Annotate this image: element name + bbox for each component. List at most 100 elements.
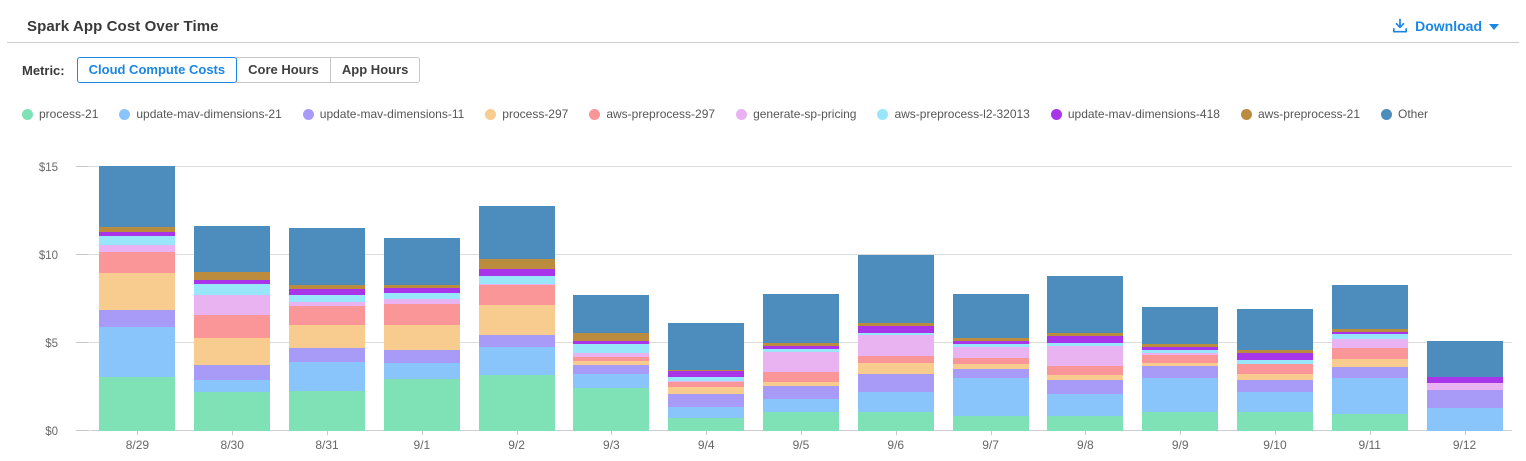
bar-segment-aws-preprocess-l2-32013[interactable]	[1331, 333, 1408, 339]
stacked-bar-8/30[interactable]	[194, 226, 271, 431]
bar-segment-aws-preprocess-21[interactable]	[952, 337, 1029, 342]
bar-segment-process-297[interactable]	[478, 305, 555, 336]
legend-item[interactable]: update-mav-dimensions-418	[1050, 107, 1220, 121]
bar-segment-Other[interactable]	[1047, 276, 1124, 334]
bar-segment-aws-preprocess-l2-32013[interactable]	[762, 349, 839, 352]
bar-segment-update-mav-dimensions-418[interactable]	[857, 326, 934, 333]
bar-segment-generate-sp-pricing[interactable]	[478, 284, 555, 285]
bar-segment-process-21[interactable]	[194, 392, 271, 431]
bar-segment-Other[interactable]	[383, 238, 460, 285]
bar-segment-generate-sp-pricing[interactable]	[857, 335, 934, 356]
bar-segment-update-mav-dimensions-21[interactable]	[762, 399, 839, 412]
stacked-bar-9/3[interactable]	[573, 295, 650, 431]
bar-segment-process-297[interactable]	[952, 364, 1029, 370]
bar-segment-process-21[interactable]	[1236, 411, 1313, 431]
legend-item[interactable]: aws-preprocess-21	[1240, 107, 1360, 121]
bar-segment-Other[interactable]	[288, 228, 365, 285]
bar-segment-Other[interactable]	[1236, 308, 1313, 350]
bar-segment-update-mav-dimensions-418[interactable]	[194, 280, 271, 285]
bar-segment-aws-preprocess-l2-32013[interactable]	[1142, 350, 1219, 354]
bar-segment-generate-sp-pricing[interactable]	[194, 294, 271, 316]
bar-segment-update-mav-dimensions-21[interactable]	[1331, 377, 1408, 415]
bar-segment-update-mav-dimensions-418[interactable]	[478, 269, 555, 276]
bar-segment-aws-preprocess-297[interactable]	[1142, 355, 1219, 364]
bar-segment-aws-preprocess-21[interactable]	[1142, 343, 1219, 348]
stacked-bar-9/10[interactable]	[1236, 308, 1313, 431]
bar-segment-update-mav-dimensions-418[interactable]	[1236, 352, 1313, 360]
bar-segment-process-21[interactable]	[99, 376, 176, 431]
bar-segment-aws-preprocess-l2-32013[interactable]	[573, 344, 650, 354]
bar-segment-generate-sp-pricing[interactable]	[668, 380, 745, 382]
legend-item[interactable]: process-21	[22, 107, 98, 121]
bar-segment-generate-sp-pricing[interactable]	[288, 302, 365, 307]
legend-item[interactable]: update-mav-dimensions-11	[302, 107, 464, 121]
bar-segment-aws-preprocess-297[interactable]	[952, 357, 1029, 365]
stacked-bar-9/7[interactable]	[952, 294, 1029, 431]
bar-segment-aws-preprocess-l2-32013[interactable]	[952, 344, 1029, 347]
bar-segment-aws-preprocess-l2-32013[interactable]	[857, 332, 934, 336]
metric-option-0[interactable]: Cloud Compute Costs	[76, 57, 238, 83]
bar-segment-update-mav-dimensions-21[interactable]	[952, 378, 1029, 416]
bar-segment-process-21[interactable]	[383, 379, 460, 431]
stacked-bar-8/31[interactable]	[288, 228, 365, 431]
bar-segment-update-mav-dimensions-11[interactable]	[1047, 380, 1124, 395]
bar-segment-generate-sp-pricing[interactable]	[762, 351, 839, 372]
bar-segment-aws-preprocess-21[interactable]	[1047, 333, 1124, 337]
bar-segment-aws-preprocess-297[interactable]	[194, 315, 271, 338]
bar-segment-generate-sp-pricing[interactable]	[952, 346, 1029, 358]
bar-segment-process-21[interactable]	[762, 411, 839, 431]
bar-segment-aws-preprocess-297[interactable]	[478, 284, 555, 306]
bar-segment-process-297[interactable]	[857, 363, 934, 375]
bar-segment-aws-preprocess-l2-32013[interactable]	[1236, 359, 1313, 365]
bar-segment-update-mav-dimensions-11[interactable]	[762, 385, 839, 399]
bar-segment-process-297[interactable]	[1142, 363, 1219, 366]
bar-segment-update-mav-dimensions-418[interactable]	[762, 346, 839, 350]
bar-segment-update-mav-dimensions-418[interactable]	[383, 287, 460, 294]
bar-segment-update-mav-dimensions-418[interactable]	[99, 231, 176, 236]
legend-item[interactable]: generate-sp-pricing	[736, 107, 856, 121]
bar-segment-process-297[interactable]	[288, 325, 365, 349]
bar-segment-Other[interactable]	[1142, 307, 1219, 344]
bar-segment-aws-preprocess-297[interactable]	[1331, 347, 1408, 360]
bar-segment-update-mav-dimensions-11[interactable]	[478, 335, 555, 347]
stacked-bar-9/5[interactable]	[762, 294, 839, 431]
bar-segment-update-mav-dimensions-11[interactable]	[857, 374, 934, 393]
bar-segment-update-mav-dimensions-21[interactable]	[1047, 394, 1124, 416]
bar-segment-generate-sp-pricing[interactable]	[1142, 353, 1219, 356]
bar-segment-aws-preprocess-l2-32013[interactable]	[99, 235, 176, 245]
bar-segment-update-mav-dimensions-418[interactable]	[1047, 336, 1124, 344]
bar-segment-update-mav-dimensions-21[interactable]	[288, 362, 365, 392]
bar-segment-aws-preprocess-297[interactable]	[573, 357, 650, 361]
bar-segment-update-mav-dimensions-11[interactable]	[288, 348, 365, 363]
bar-segment-update-mav-dimensions-21[interactable]	[383, 363, 460, 380]
bar-segment-aws-preprocess-l2-32013[interactable]	[1047, 343, 1124, 347]
stacked-bar-9/12[interactable]	[1426, 341, 1503, 431]
bar-segment-update-mav-dimensions-11[interactable]	[668, 394, 745, 407]
bar-segment-update-mav-dimensions-418[interactable]	[1426, 377, 1503, 383]
bar-segment-process-297[interactable]	[1236, 374, 1313, 380]
bar-segment-generate-sp-pricing[interactable]	[99, 244, 176, 253]
bar-segment-Other[interactable]	[857, 255, 934, 323]
bar-segment-process-21[interactable]	[1142, 411, 1219, 431]
bar-segment-process-297[interactable]	[383, 325, 460, 351]
bar-segment-process-297[interactable]	[668, 386, 745, 395]
bar-segment-process-21[interactable]	[1047, 415, 1124, 431]
bar-segment-Other[interactable]	[1426, 341, 1503, 378]
metric-option-2[interactable]: App Hours	[329, 57, 421, 83]
bar-segment-update-mav-dimensions-418[interactable]	[1142, 347, 1219, 351]
legend-item[interactable]: update-mav-dimensions-21	[119, 107, 282, 121]
bar-segment-aws-preprocess-21[interactable]	[668, 369, 745, 372]
legend-item[interactable]: aws-preprocess-297	[589, 107, 715, 121]
bar-segment-update-mav-dimensions-21[interactable]	[1142, 378, 1219, 412]
bar-segment-process-297[interactable]	[1047, 375, 1124, 381]
bar-segment-aws-preprocess-21[interactable]	[1236, 349, 1313, 353]
bar-segment-update-mav-dimensions-21[interactable]	[573, 374, 650, 388]
bar-segment-Other[interactable]	[762, 294, 839, 344]
stacked-bar-9/2[interactable]	[478, 205, 555, 431]
bar-segment-aws-preprocess-21[interactable]	[99, 227, 176, 232]
stacked-bar-9/6[interactable]	[857, 255, 934, 431]
legend-item[interactable]: process-297	[485, 107, 568, 121]
bar-segment-process-21[interactable]	[668, 417, 745, 431]
bar-segment-process-21[interactable]	[288, 391, 365, 431]
bar-segment-aws-preprocess-21[interactable]	[857, 322, 934, 327]
